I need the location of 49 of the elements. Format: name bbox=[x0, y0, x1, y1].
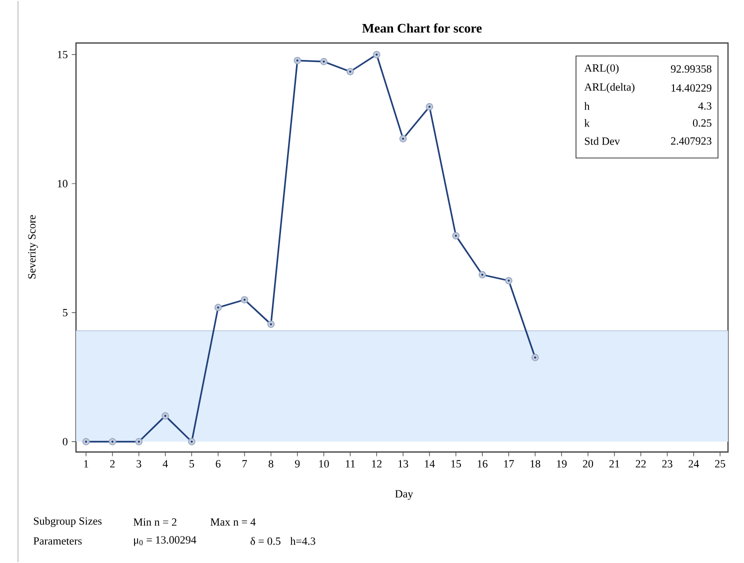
y-tick-label: 15 bbox=[58, 50, 68, 58]
x-tick-label: 16 bbox=[478, 460, 488, 468]
x-tick-label: 20 bbox=[582, 460, 594, 468]
x-tick-label: 11 bbox=[346, 460, 355, 468]
text: Max n = 4 bbox=[210, 518, 256, 526]
chart-title: Mean Chart for score bbox=[362, 23, 482, 33]
annotation: 0.25 bbox=[692, 119, 712, 127]
x-axis-title: Day bbox=[395, 490, 414, 500]
x-tick-label: 5 bbox=[190, 460, 194, 468]
x-tick-label: 4 bbox=[162, 460, 168, 468]
annotation: 14.40229 bbox=[672, 84, 712, 92]
x-tick-label: 10 bbox=[319, 460, 329, 468]
x-tick-label: 17 bbox=[504, 460, 514, 468]
x-tick-label: 7 bbox=[242, 460, 247, 468]
x-tick-label: 25 bbox=[715, 460, 726, 468]
x-tick-label: 9 bbox=[294, 460, 300, 468]
annotation: ARL(delta) bbox=[584, 83, 634, 93]
x-tick-label: 6 bbox=[216, 460, 221, 468]
x-tick-label: 2 bbox=[110, 460, 115, 468]
annotation: 92.99358 bbox=[670, 65, 712, 73]
x-tick-label: 18 bbox=[530, 460, 540, 468]
x-tick-label: 1 bbox=[84, 460, 88, 468]
y-tick-label: 0 bbox=[62, 438, 68, 446]
x-tick-label: 12 bbox=[372, 460, 382, 468]
y-tick-label: 10 bbox=[58, 180, 68, 188]
x-tick-label: 14 bbox=[424, 460, 435, 468]
text: Min n = 2 bbox=[134, 518, 176, 526]
text: h=4.3 bbox=[290, 537, 316, 545]
x-tick-label: 24 bbox=[688, 460, 699, 468]
x-tick-label: 15 bbox=[451, 460, 461, 468]
annotation: h bbox=[584, 102, 590, 110]
text: μ$_{0}$ = 13.00294 bbox=[134, 536, 196, 546]
x-tick-label: 13 bbox=[398, 460, 408, 468]
x-tick-label: 21 bbox=[609, 460, 620, 468]
x-tick-label: 3 bbox=[136, 460, 142, 468]
text: δ = 0.5 bbox=[250, 537, 280, 545]
y-tick-label: 5 bbox=[63, 309, 68, 316]
annotation: Std Dev bbox=[584, 137, 620, 145]
x-tick-label: 8 bbox=[268, 460, 274, 468]
x-tick-label: 23 bbox=[662, 460, 672, 468]
annotation: k bbox=[584, 119, 590, 127]
annotation: 2.407923 bbox=[671, 137, 712, 145]
annotation: ARL(0) bbox=[584, 64, 619, 74]
text: Subgroup Sizes bbox=[34, 517, 102, 528]
y-axis-title: Severity Score bbox=[28, 215, 38, 278]
annotation: 4.3 bbox=[698, 102, 712, 110]
text: Parameters bbox=[34, 537, 82, 545]
x-tick-label: 22 bbox=[636, 460, 646, 468]
x-tick-label: 19 bbox=[557, 460, 567, 468]
